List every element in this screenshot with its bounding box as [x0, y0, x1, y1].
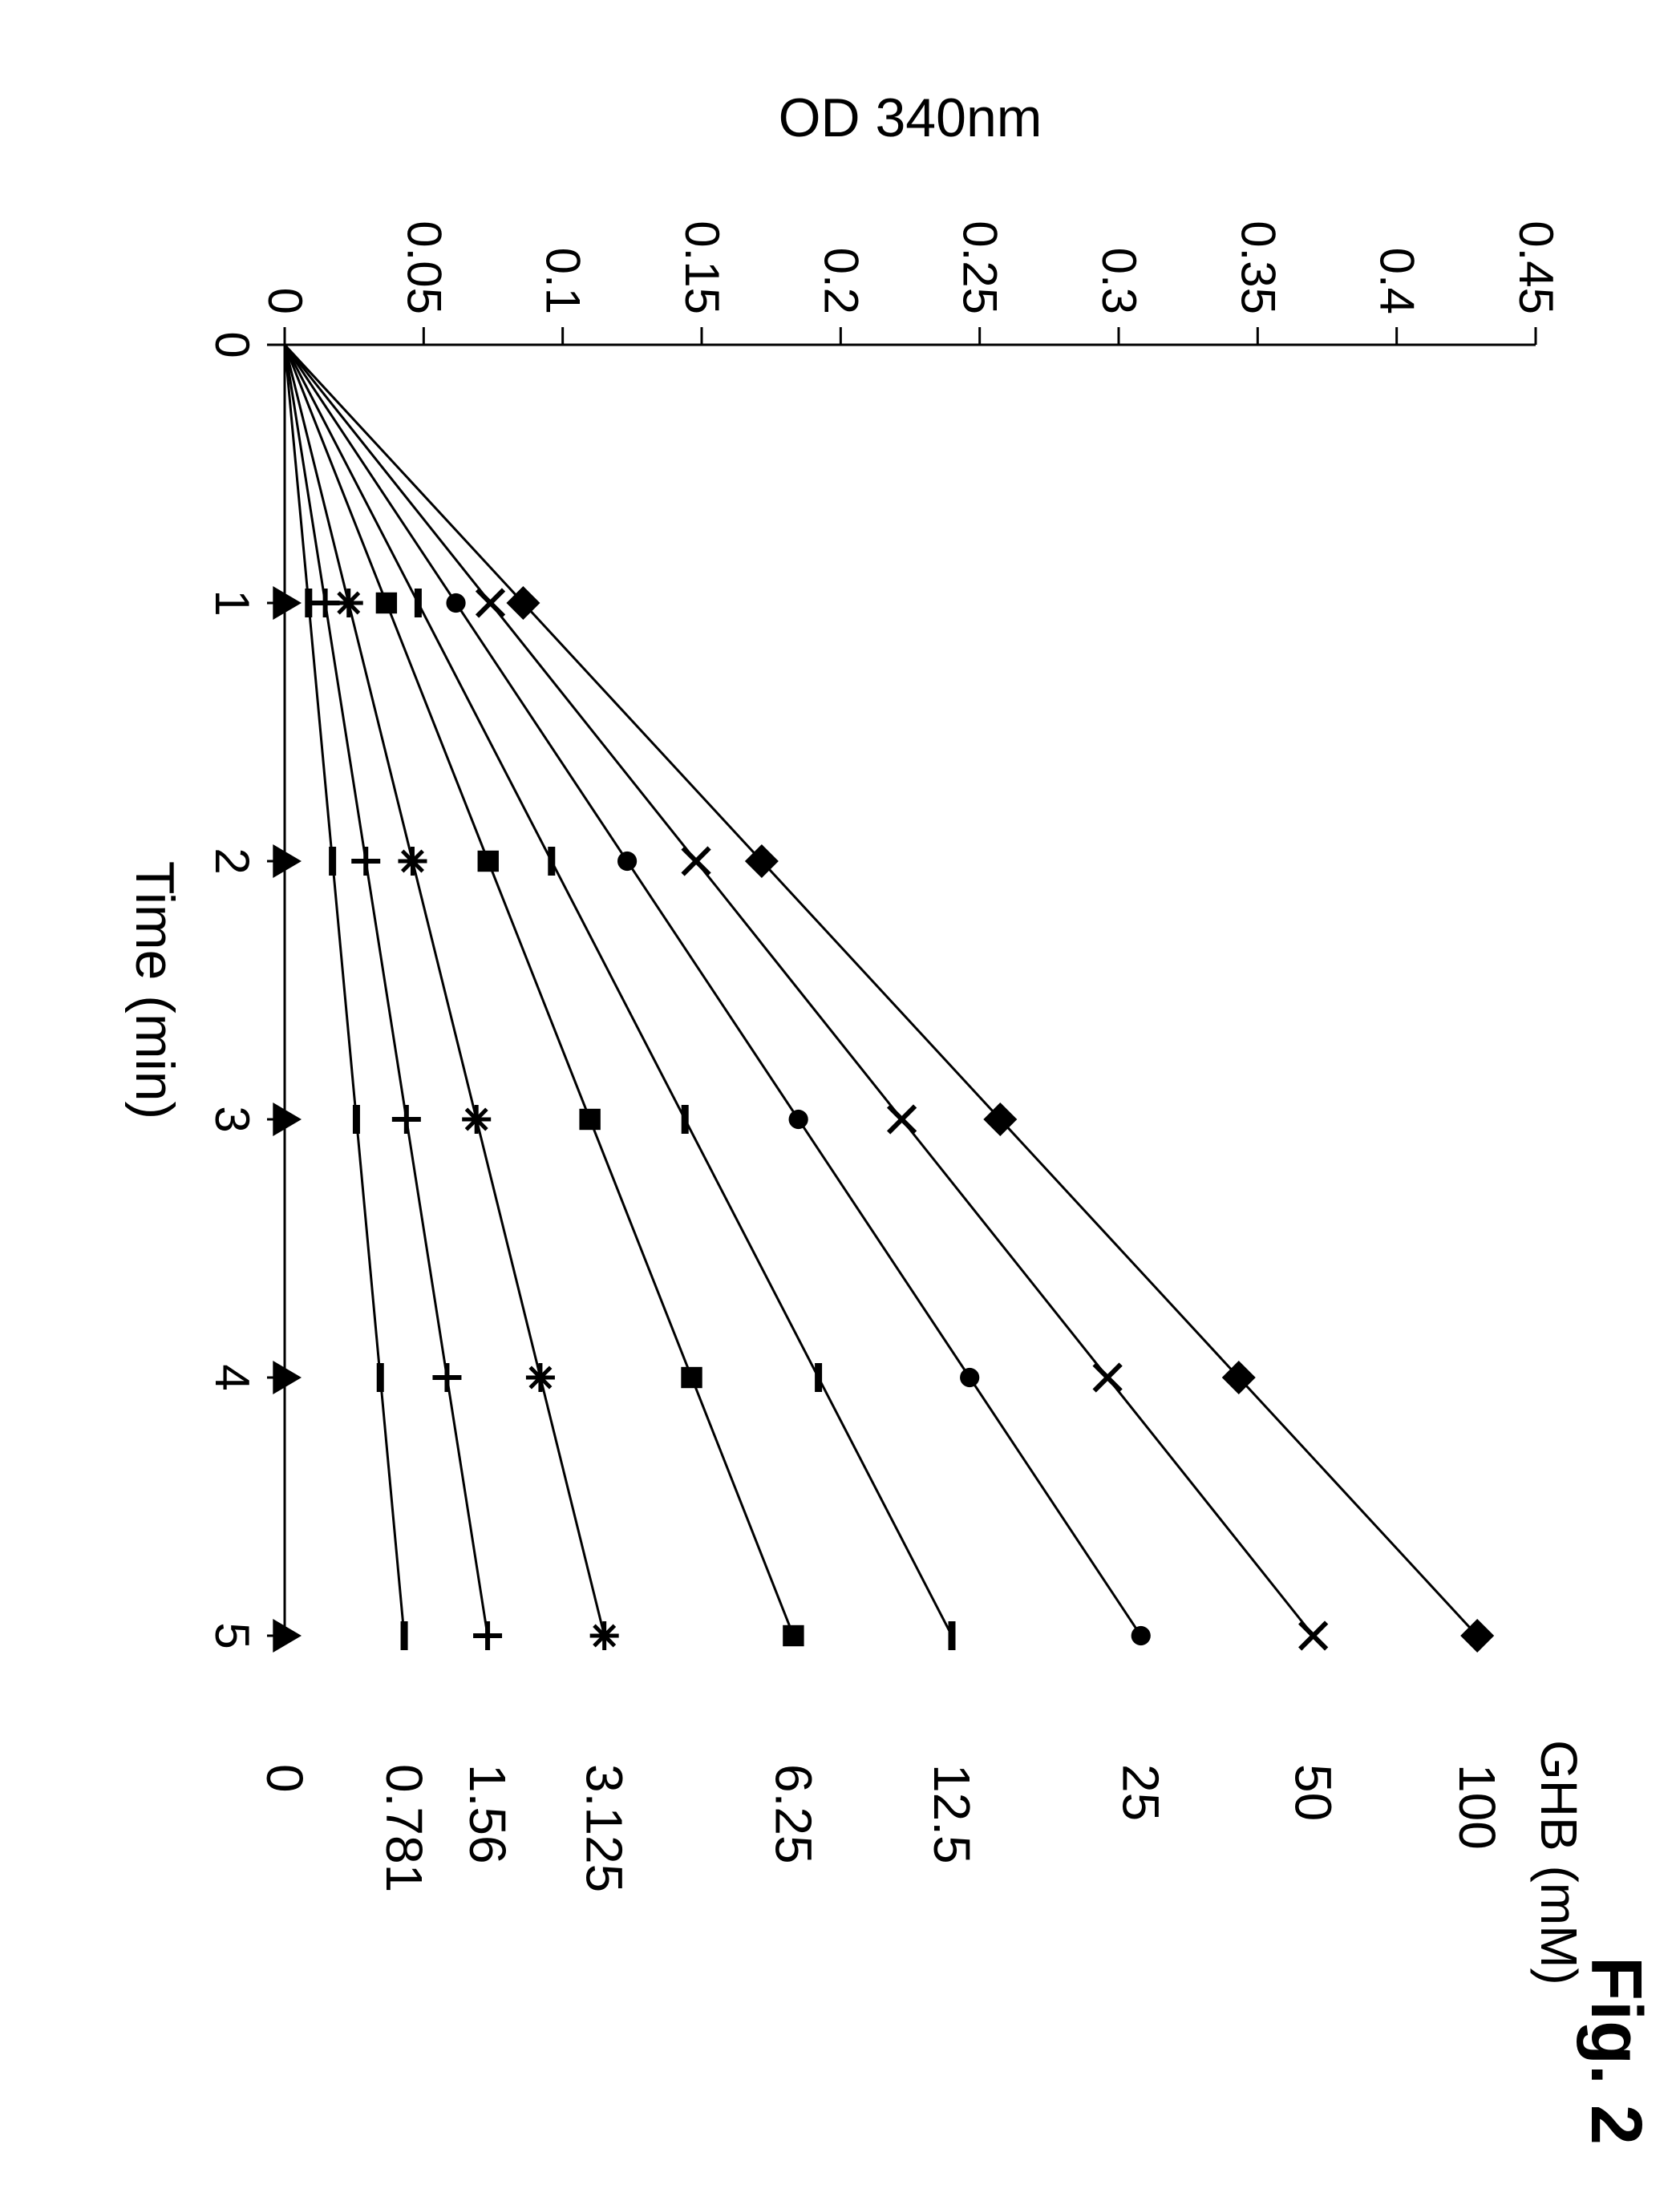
legend-label: 12.5	[923, 1764, 981, 1864]
x-tick-label: 3	[205, 1106, 259, 1132]
marker-square	[376, 593, 397, 613]
marker-triangle	[273, 1361, 302, 1394]
legend-label: 0.781	[375, 1764, 433, 1892]
marker-triangle	[273, 1103, 302, 1136]
marker-square	[783, 1625, 804, 1646]
chart-svg: Fig. 201234500.050.10.150.20.250.30.350.…	[0, 0, 1680, 2201]
x-tick-label: 1	[205, 589, 259, 616]
rotated-canvas: Fig. 201234500.050.10.150.20.250.30.350.…	[0, 0, 1680, 2201]
marker-square	[681, 1367, 702, 1388]
marker-circle	[789, 1110, 808, 1129]
marker-triangle	[273, 586, 302, 620]
legend-row: 0	[256, 1764, 314, 1793]
series-line	[285, 345, 1141, 1636]
series-1	[285, 345, 1326, 1649]
series-line	[285, 345, 605, 1636]
series-6	[285, 345, 502, 1650]
x-tick-label: 2	[205, 848, 259, 874]
marker-circle	[617, 852, 637, 871]
marker-triangle	[273, 1619, 302, 1653]
legend-row: 6.25	[764, 1764, 822, 1864]
marker-circle	[1131, 1626, 1151, 1645]
y-tick-label: 0.1	[536, 248, 590, 314]
legend-row: 3.125	[576, 1764, 634, 1892]
marker-square	[579, 1109, 600, 1130]
y-axis-title: OD 340nm	[779, 87, 1042, 148]
marker-circle	[446, 593, 465, 613]
series-line	[285, 345, 952, 1636]
legend-row: 50	[1285, 1764, 1342, 1821]
y-tick-label: 0.05	[397, 221, 451, 314]
y-tick-label: 0.15	[675, 221, 729, 314]
series-8	[273, 345, 302, 1653]
series-5	[285, 345, 619, 1650]
x-tick-label: 4	[205, 1364, 259, 1390]
y-tick-label: 0.25	[953, 221, 1007, 314]
y-tick-label: 0.35	[1231, 221, 1285, 314]
legend-label: 1.56	[459, 1764, 516, 1864]
legend-label: 100	[1448, 1764, 1506, 1850]
y-tick-label: 0.2	[814, 248, 868, 314]
legend-label: 25	[1112, 1764, 1170, 1821]
legend-label: 0	[256, 1764, 314, 1793]
marker-circle	[960, 1368, 979, 1387]
series-group	[273, 345, 1494, 1653]
x-tick-label: 0	[205, 331, 259, 358]
y-tick-label: 0.4	[1370, 248, 1424, 314]
y-tick-label: 0.3	[1092, 248, 1146, 314]
legend-group: 100 50 25 12.5 6.25 3.125 1.56 0.781 0	[256, 1764, 1506, 1892]
series-line	[285, 345, 1314, 1636]
series-line	[285, 345, 1477, 1636]
x-ticks: 0 1 2 3 4 5	[205, 331, 285, 1649]
series-2	[285, 345, 1151, 1645]
x-axis-title: Time (min)	[124, 861, 185, 1119]
x-tick-label: 5	[205, 1622, 259, 1649]
legend-row: 100	[1448, 1764, 1506, 1850]
legend-row: 1.56	[459, 1764, 516, 1864]
marker-square	[478, 851, 499, 872]
legend-label: 6.25	[764, 1764, 822, 1864]
series-0	[285, 345, 1494, 1653]
legend-label: 50	[1285, 1764, 1342, 1821]
y-tick-label: 0.45	[1509, 221, 1563, 314]
legend-row: 25	[1112, 1764, 1170, 1821]
legend-row: 0.781	[375, 1764, 433, 1892]
y-tick-label: 0	[258, 288, 312, 314]
series-4	[285, 345, 804, 1646]
y-ticks: 0 0.05 0.1 0.15 0.2 0.25 0.3 0.35 0.4 0.45	[258, 221, 1563, 345]
series-line	[285, 345, 793, 1636]
legend-label: 3.125	[576, 1764, 634, 1892]
marker-triangle	[273, 844, 302, 878]
series-3	[285, 345, 952, 1650]
legend-row: 12.5	[923, 1764, 981, 1864]
legend-title: GHB (mM)	[1530, 1740, 1588, 1985]
